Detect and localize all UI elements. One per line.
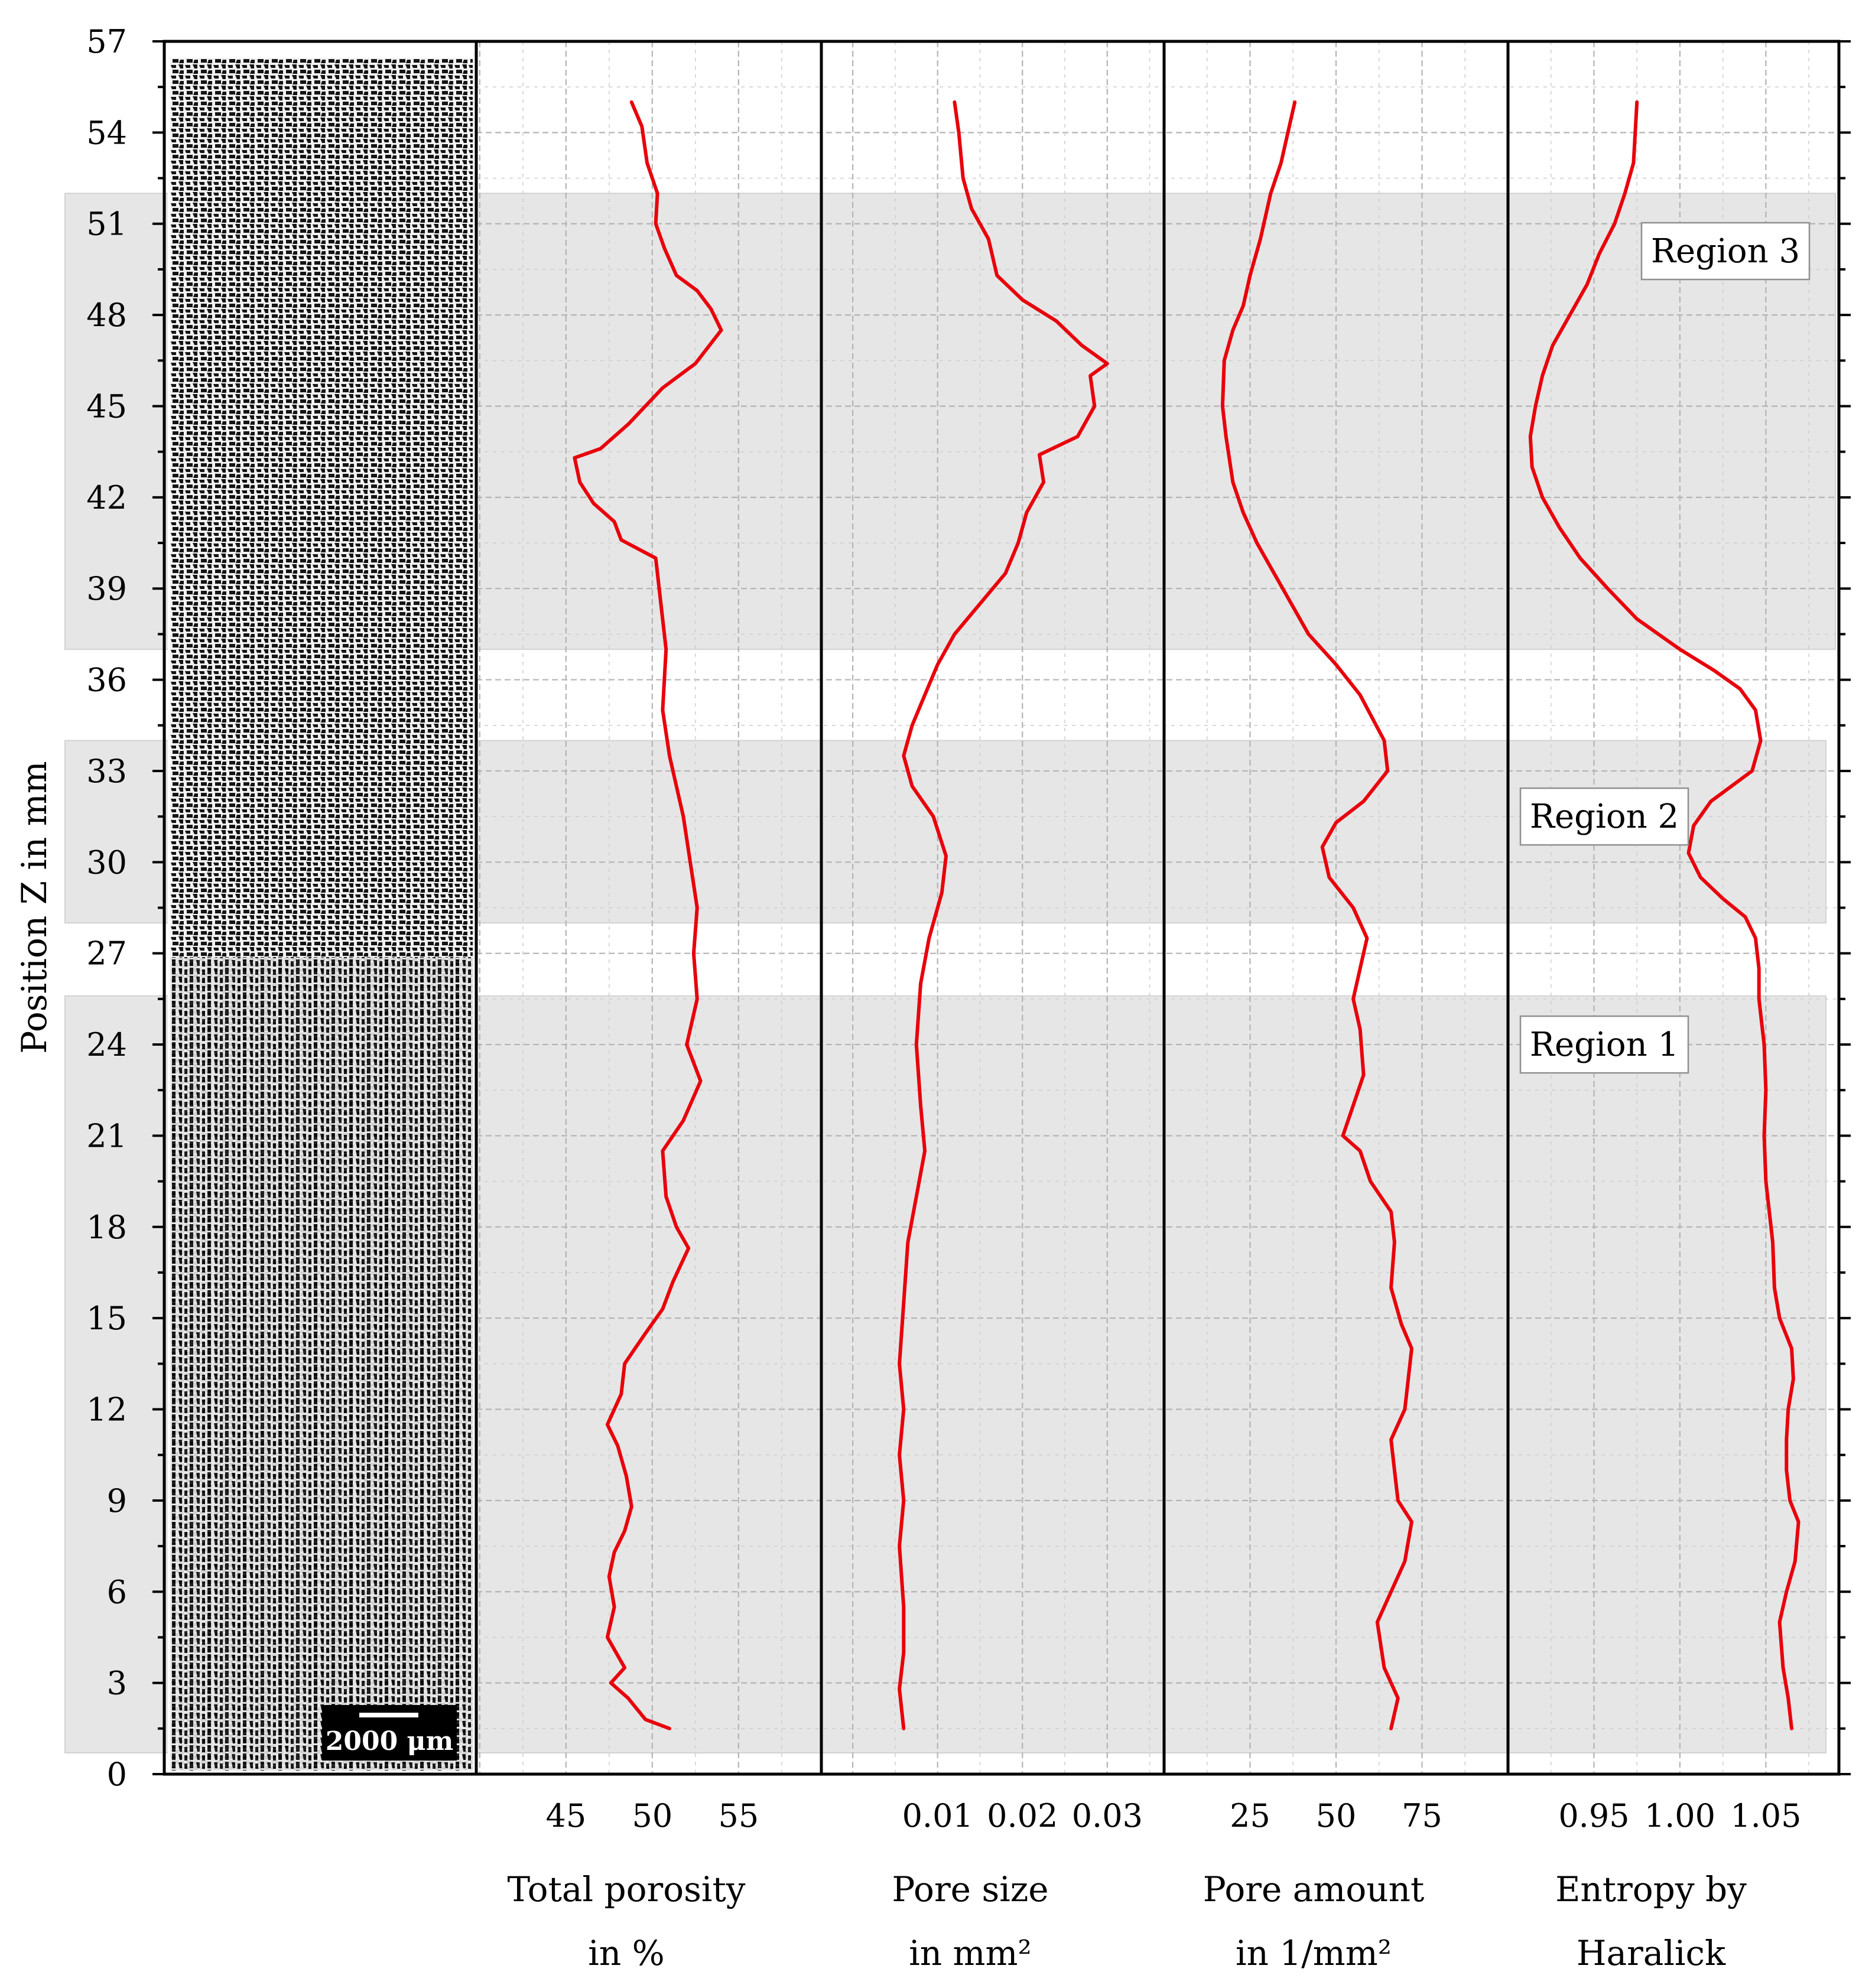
x-tick-label: 0.95 <box>1558 1797 1629 1834</box>
x-axis-title-line2: in mm² <box>909 1933 1032 1973</box>
axis-layer: 036912151821242730333639424548515457Posi… <box>14 23 1851 1973</box>
x-tick-label: 0.03 <box>1072 1797 1143 1834</box>
y-tick-label: 24 <box>86 1026 127 1063</box>
y-tick-label: 12 <box>86 1391 127 1429</box>
series-line-porosity <box>573 100 723 1730</box>
region-label: Region 1 <box>1530 1026 1679 1064</box>
x-tick-label: 0.01 <box>902 1797 973 1834</box>
x-axis-title-line1: Total porosity <box>507 1869 745 1909</box>
y-tick-label: 0 <box>107 1756 127 1793</box>
series-line-pore_size <box>898 100 1109 1730</box>
y-tick-label: 51 <box>86 206 127 243</box>
y-tick-label: 18 <box>86 1209 127 1246</box>
x-axis-title-line2: in % <box>588 1933 664 1973</box>
y-tick-label: 9 <box>107 1482 127 1520</box>
y-tick-label: 57 <box>86 23 127 60</box>
region-label-box <box>1640 222 1811 281</box>
y-tick-label: 45 <box>86 388 127 425</box>
y-axis-title: Position Z in mm <box>14 761 54 1054</box>
lines-layer <box>573 100 1800 1730</box>
region-label: Region 3 <box>1651 232 1800 271</box>
y-tick-label: 48 <box>86 297 127 334</box>
region-label-box <box>1519 1015 1689 1074</box>
x-tick-label: 75 <box>1402 1797 1442 1834</box>
scale-bar-label: 2000 μm <box>326 1726 454 1756</box>
region-label: Region 2 <box>1530 798 1679 836</box>
series-line-entropy <box>1528 100 1800 1730</box>
y-tick-label: 15 <box>86 1300 127 1337</box>
x-tick-label: 45 <box>545 1797 586 1834</box>
y-tick-label: 54 <box>86 114 127 151</box>
y-tick-label: 30 <box>86 844 127 881</box>
microstructure-texture-lower <box>169 957 474 1772</box>
label-layer: Region 1 Region 2 Region 3 <box>1519 222 1811 1074</box>
x-tick-label: 1.00 <box>1644 1797 1715 1834</box>
y-tick-label: 36 <box>86 662 127 699</box>
region-label-box <box>1519 787 1689 846</box>
y-tick-label: 33 <box>86 753 127 790</box>
x-tick-label: 1.05 <box>1730 1797 1801 1834</box>
x-tick-label: 55 <box>718 1797 759 1834</box>
x-axis-title-line2: in 1/mm² <box>1236 1933 1392 1973</box>
y-tick-label: 3 <box>107 1665 127 1702</box>
y-tick-label: 42 <box>86 479 127 516</box>
x-axis-title-line1: Entropy by <box>1555 1869 1747 1909</box>
x-axis-title-line1: Pore amount <box>1203 1869 1425 1909</box>
microstructure-border <box>168 56 475 1773</box>
x-axis-title-line2: Haralick <box>1577 1933 1726 1973</box>
x-tick-label: 0.02 <box>987 1797 1058 1834</box>
x-tick-label: 50 <box>632 1797 672 1834</box>
y-tick-label: 39 <box>86 570 127 607</box>
microstructure-image: 2000 μm <box>168 56 475 1773</box>
y-tick-label: 21 <box>86 1117 127 1154</box>
x-tick-label: 50 <box>1316 1797 1357 1834</box>
y-tick-label: 6 <box>107 1573 127 1610</box>
series-line-pore_amount <box>1220 100 1413 1730</box>
y-tick-label: 27 <box>86 935 127 972</box>
x-tick-label: 25 <box>1230 1797 1270 1834</box>
x-axis-title-line1: Pore size <box>892 1869 1048 1909</box>
